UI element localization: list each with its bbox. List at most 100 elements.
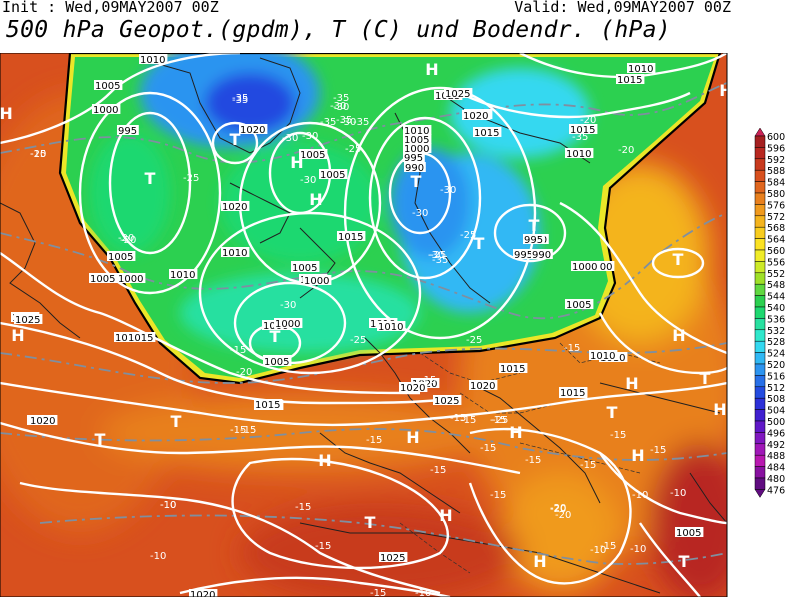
colorbar-label: 484 <box>767 463 785 474</box>
pressure-label: 1025 <box>15 315 40 326</box>
temperature-label: -10 <box>632 490 648 501</box>
colorbar-label: 548 <box>767 280 785 291</box>
pressure-label: 1020 <box>400 383 425 394</box>
pressure-label: 1005 <box>95 81 120 92</box>
pressure-label-bg <box>589 350 618 360</box>
temperature-label: -15 <box>600 541 616 552</box>
temperature-label: -35 <box>232 95 248 106</box>
pressure-label: 1015 <box>338 232 363 243</box>
temperature-label: -15 <box>430 465 446 476</box>
colorbar-swatch <box>754 226 766 239</box>
high-pressure-marker: H <box>290 153 303 172</box>
colorbar-swatch <box>754 249 766 262</box>
pressure-label: 1025 <box>445 89 470 100</box>
pressure-label-bg <box>14 314 43 324</box>
high-pressure-marker: H <box>318 451 331 470</box>
pressure-label-bg <box>117 125 139 135</box>
colorbar-label: 564 <box>767 235 785 246</box>
pressure-label-bg <box>379 552 408 562</box>
high-pressure-marker: H <box>625 374 638 393</box>
temperature-label: -15 <box>610 430 626 441</box>
colorbar-label: 580 <box>767 189 785 200</box>
temperature-label: -25 <box>345 144 361 155</box>
isobars <box>0 53 727 597</box>
colorbar-label: 508 <box>767 394 785 405</box>
temperature-label: -30 <box>300 175 316 186</box>
temperature-label: -25 <box>492 415 508 426</box>
colorbar-label: 556 <box>767 257 785 268</box>
pressure-label: 1020 <box>470 381 495 392</box>
pressure-label-bg <box>254 399 283 409</box>
colorbar-swatch <box>754 454 766 467</box>
pressure-label: 1000 <box>404 144 429 155</box>
552-gpdm-contour <box>58 53 722 385</box>
pressure-label-bg <box>403 152 425 162</box>
pressure-label-bg <box>239 124 268 134</box>
pressure-label-bg <box>433 395 462 405</box>
colorbar-swatch <box>754 306 766 319</box>
pressure-label-bg <box>221 247 250 257</box>
pressure-label: 990 <box>532 250 551 261</box>
pressure-label: 995 <box>118 126 137 137</box>
temperature-label: -15 <box>490 415 506 426</box>
colorbar-label: 532 <box>767 326 785 337</box>
colorbar-label: 560 <box>767 246 785 257</box>
colorbar-swatch <box>754 409 766 422</box>
colorbar-label: 480 <box>767 474 785 485</box>
high-pressure-marker: H <box>631 446 644 465</box>
temperature-label: -20 <box>30 149 46 160</box>
colorbar-swatch <box>754 204 766 217</box>
pressure-label-bg <box>499 363 528 373</box>
colorbar-swatch <box>754 261 766 274</box>
colorbar-swatch <box>754 477 766 490</box>
low-pressure-marker: T <box>529 216 540 235</box>
pressure-label-bg <box>221 201 250 211</box>
temperature-label: -20 <box>580 115 596 126</box>
pressure-label-bg <box>399 382 428 392</box>
colorbar-label: 528 <box>767 337 785 348</box>
temperature-label: -35 <box>397 53 413 56</box>
low-pressure-marker: T <box>474 234 485 253</box>
low-pressure-marker: T <box>145 169 156 188</box>
colorbar-swatch <box>754 397 766 410</box>
pressure-label-bg <box>675 527 704 537</box>
temperature-label: -10 <box>150 551 166 562</box>
temperature-label: -10 <box>630 544 646 555</box>
temperature-labels: -35-35-30-35-25-30-35-30-35-35-35-30-35-… <box>30 53 686 597</box>
temperature-label: -25 <box>430 250 446 261</box>
temperature-label: -15 <box>490 490 506 501</box>
colorbar-top-arrow <box>754 128 766 137</box>
pressure-label: 1000 <box>587 262 612 273</box>
pressure-label-bg <box>403 143 432 153</box>
pressure-label-bg <box>169 269 198 279</box>
temperature-label: -30 <box>428 250 444 261</box>
colorbar-label: 492 <box>767 440 785 451</box>
colorbar-label: 496 <box>767 428 785 439</box>
pressure-label: 1015 <box>474 128 499 139</box>
temperature-label: -30 <box>282 133 298 144</box>
temperature-label: -35 <box>353 117 369 128</box>
temperature-label: -35 <box>320 117 336 128</box>
colorbar-label: 488 <box>767 451 785 462</box>
colorbar-label: 516 <box>767 371 785 382</box>
colorbar-swatch <box>754 135 766 148</box>
low-pressure-marker: T <box>607 403 618 422</box>
pressure-label-bg <box>403 125 432 135</box>
temperature-label: -30 <box>412 208 428 219</box>
colorbar-label: 596 <box>767 143 785 154</box>
pressure-label: 990 <box>405 163 424 174</box>
pressure-label: 1025 <box>380 553 405 564</box>
pressure-label: 1025 <box>434 396 459 407</box>
pressure-label: 1005 <box>90 274 115 285</box>
pressure-label: 1010 <box>222 248 247 259</box>
pressure-label-bg <box>616 74 645 84</box>
temperature-label: -20 <box>550 504 566 515</box>
temperature-label: -30 <box>302 131 318 142</box>
colorbar-label: 544 <box>767 292 785 303</box>
colorbar-swatch <box>754 181 766 194</box>
high-pressure-marker: H <box>439 506 452 525</box>
pressure-label-bg <box>337 231 366 241</box>
colorbar-label: 520 <box>767 360 785 371</box>
pressure-label-bg <box>523 234 545 244</box>
